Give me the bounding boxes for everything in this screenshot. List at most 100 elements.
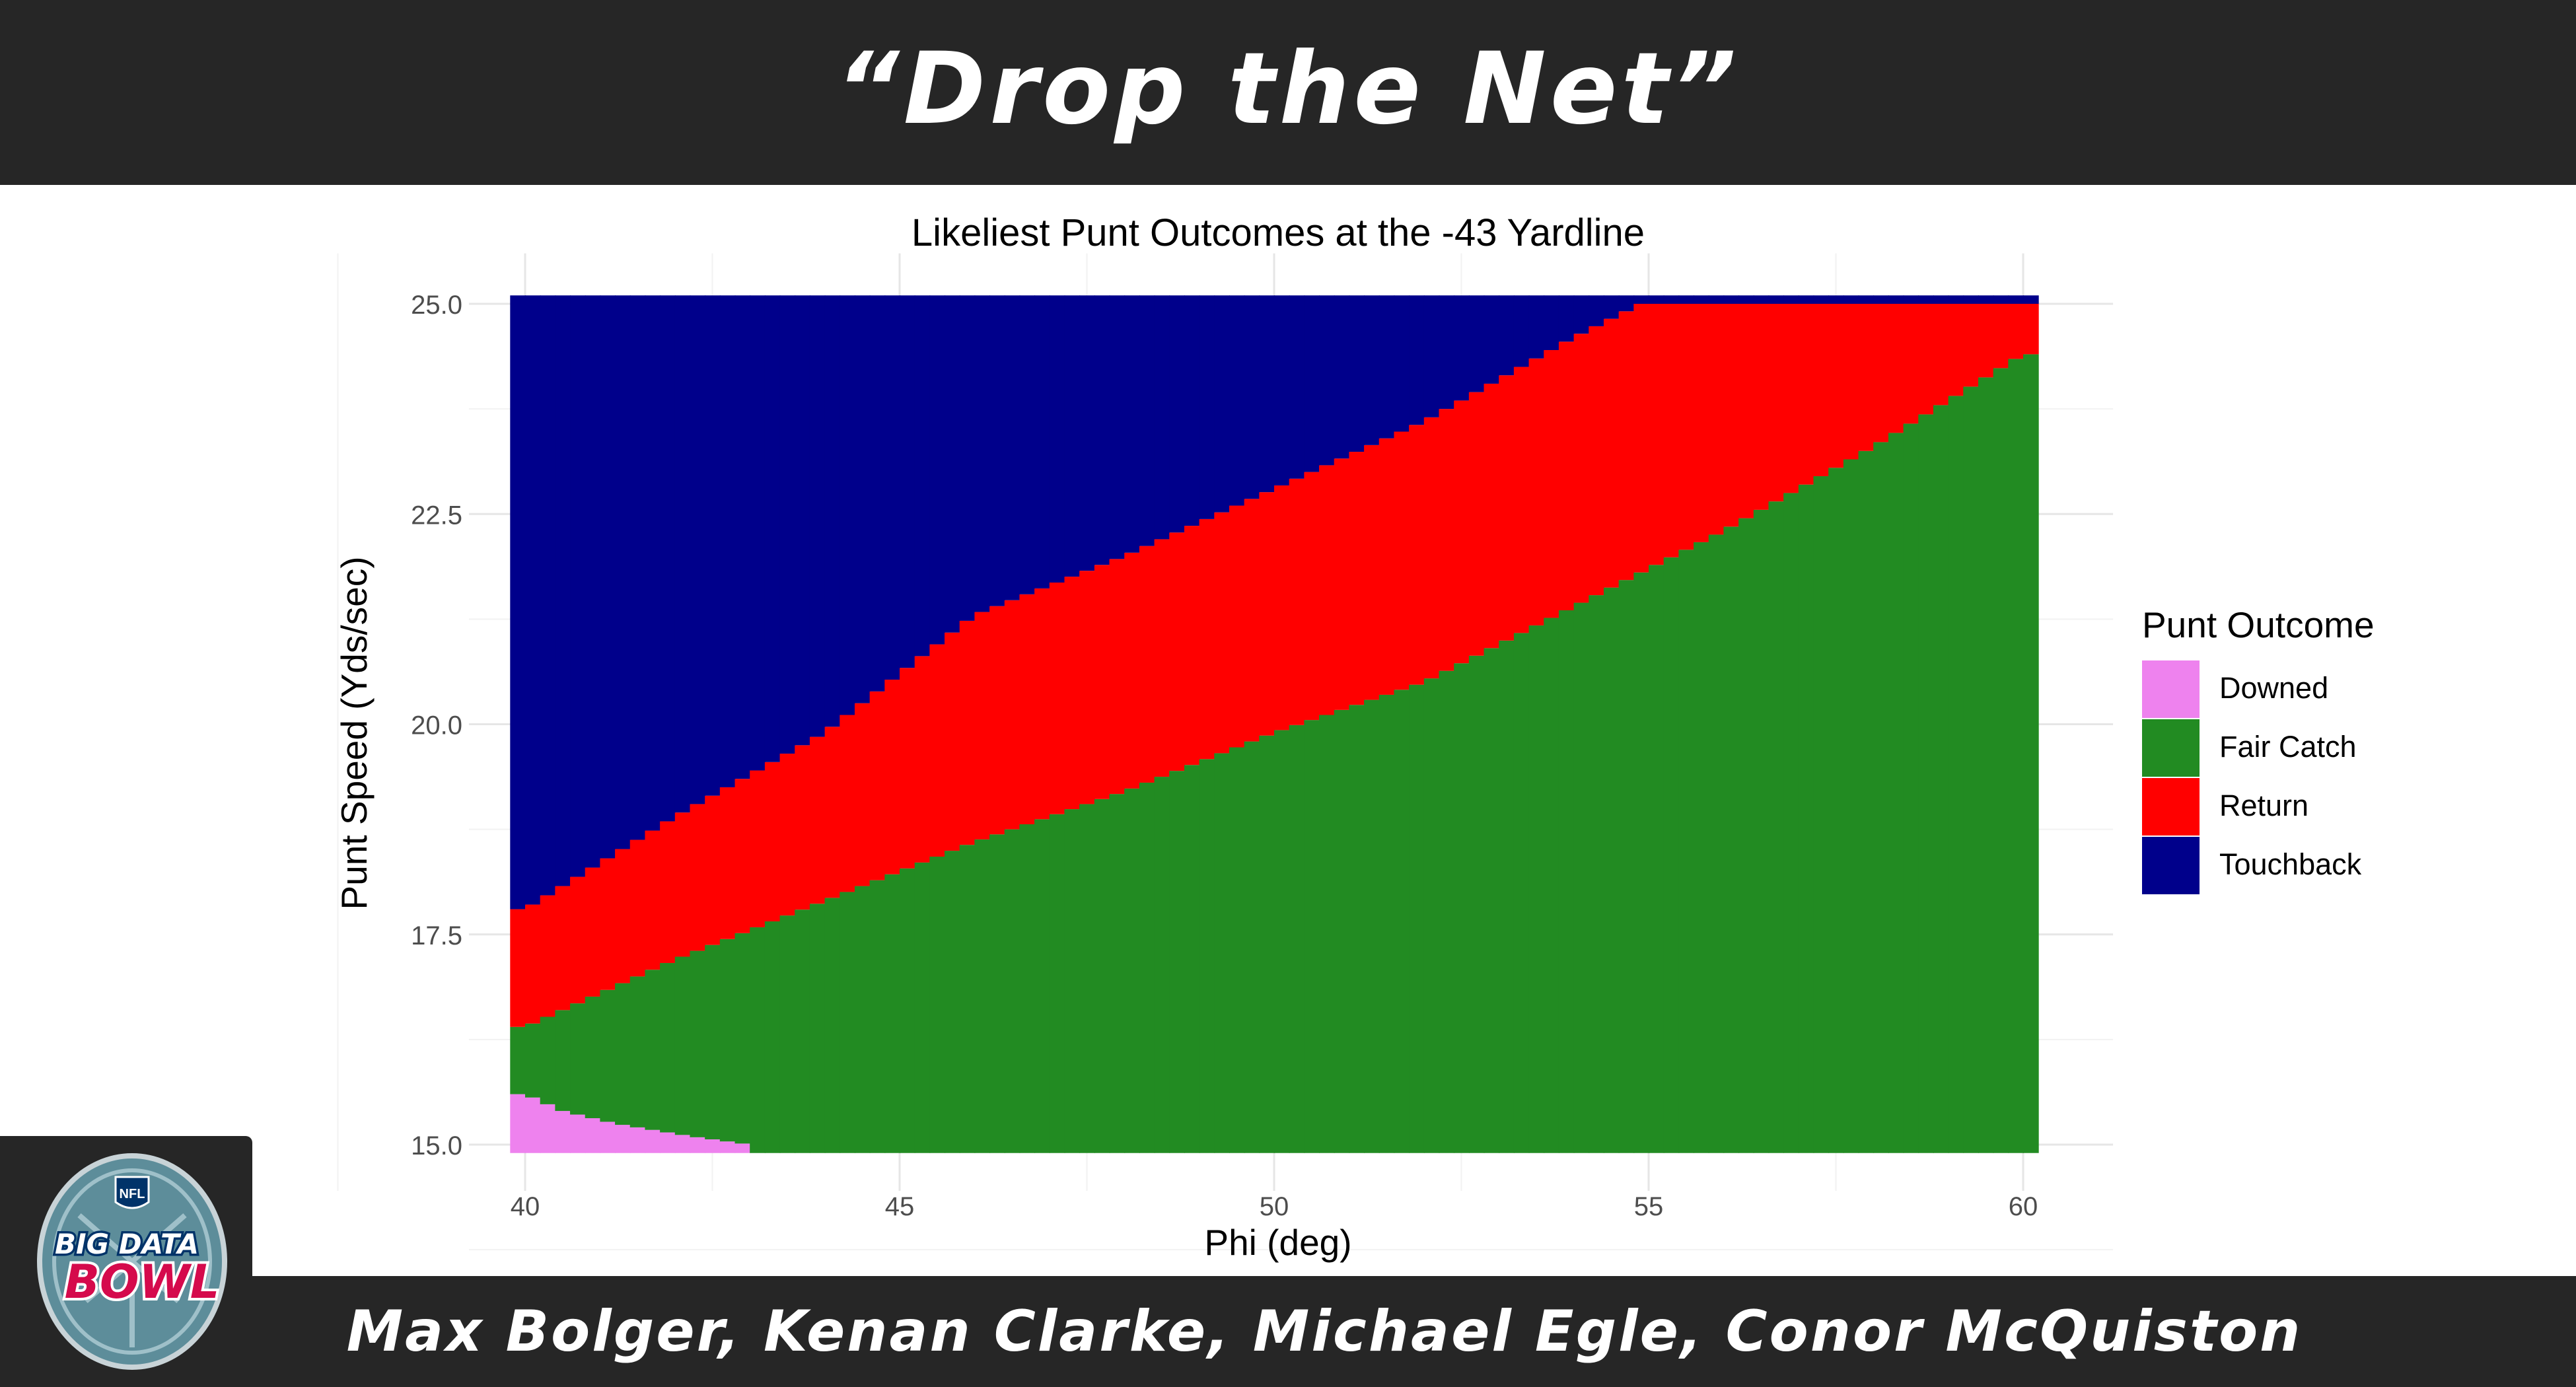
heatmap-cell [1468,392,1485,656]
heatmap-cell [900,295,915,668]
heatmap-cell [1888,433,1904,1153]
heatmap-cell [674,812,691,957]
heatmap-cell [2023,295,2039,304]
heatmap-cell [795,909,810,1153]
heatmap-cell [974,612,991,839]
heatmap-cell [900,668,915,869]
heatmap-cell [1843,304,1859,460]
heatmap-cell [1154,777,1170,1153]
heatmap-cell [570,1114,586,1153]
heatmap-cell [1723,304,1740,527]
heatmap-cell [600,295,616,859]
heatmap-cell [1049,582,1065,814]
heatmap-cell [1708,304,1725,535]
heatmap-cell [510,1094,526,1153]
heatmap-cell [705,1139,721,1153]
heatmap-cell [1678,295,1695,304]
heatmap-cell [1858,304,1875,451]
heatmap-cell [1184,526,1200,765]
x-tick-label: 45 [885,1192,915,1221]
heatmap-cell [1828,468,1844,1153]
heatmap-cell [719,295,736,787]
heatmap-cell [884,680,900,874]
legend-label: Return [2219,789,2308,822]
heatmap-cell [1618,580,1635,1153]
logo-line2: BOWL [65,1255,220,1309]
heatmap-cell [660,1132,676,1153]
heatmap-cell [674,956,691,1135]
heatmap-cell [1618,311,1635,581]
authors-banner: Max Bolger, Kenan Clarke, Michael Egle, … [0,1276,2576,1387]
heatmap-cell [914,862,931,1153]
heatmap-cell [1334,295,1350,459]
heatmap-cell [1274,730,1290,1153]
heatmap-cell [809,295,826,737]
heatmap-cell [615,295,631,849]
heatmap-cell [809,736,826,904]
legend-swatch [2142,660,2200,718]
heatmap-cell [1948,304,1964,396]
heatmap-cell [974,295,991,612]
legend-title: Punt Outcome [2142,604,2375,645]
heatmap-cell [690,1137,706,1153]
heatmap-cell [1334,709,1350,1153]
heatmap-cell [1738,518,1754,1153]
heatmap-cell [945,295,960,633]
heatmap-cell [1813,295,1830,304]
heatmap-cell [2023,354,2039,1153]
y-tick-label: 20.0 [411,711,462,740]
heatmap-cell [795,745,810,910]
heatmap-cell [690,950,706,1137]
heatmap-cell [1004,295,1020,600]
heatmap-cell [719,939,736,1142]
heatmap-cell [690,804,706,951]
heatmap-cell [1378,438,1395,695]
heatmap-cell [1409,684,1425,1153]
heatmap-cell [1528,625,1545,1153]
heatmap-cell [1633,304,1649,573]
heatmap-cell [1409,425,1425,685]
heatmap-cell [750,770,766,927]
x-tick-label: 55 [1634,1192,1664,1221]
heatmap-cell [1753,295,1770,304]
heatmap-cell [929,856,946,1153]
heatmap-cell [1993,368,2009,1153]
big-data-bowl-logo: NFL BIG DATA BOWL [37,1153,227,1370]
logo-line1: BIG DATA [55,1228,199,1260]
legend-label: Touchback [2219,847,2362,881]
heatmap-cell [2008,295,2024,304]
heatmap-cell [1603,587,1620,1153]
heatmap-cell [1858,450,1875,1153]
heatmap-cell [1199,518,1215,760]
heatmap-cell [914,656,931,863]
heatmap-cell [1573,602,1590,1153]
heatmap-cell [645,295,661,831]
heatmap-cell [1394,690,1410,1153]
heatmap-cell [1753,304,1770,510]
nfl-shield-icon: NFL [114,1176,150,1209]
heatmap-cell [1513,367,1530,633]
heatmap-cell [1903,304,1919,424]
heatmap-cell [645,830,661,970]
legend-label: Fair Catch [2219,730,2357,764]
heatmap-cell [734,1143,751,1153]
heatmap-cell [1589,326,1604,596]
heatmap-cell [854,295,871,703]
heatmap-cell [1319,715,1335,1153]
legend: Punt Outcome Downed Fair Catch Return Touch… [2142,604,2375,894]
banner-authors: Max Bolger, Kenan Clarke, Michael Egle, … [346,1298,2303,1365]
heatmap-cell [674,1135,691,1153]
heatmap-cell [1768,304,1785,502]
heatmap-cell [1694,542,1709,1153]
legend-label: Downed [2219,671,2328,705]
heatmap-cell [2008,359,2024,1153]
heatmap-cell [1573,334,1590,603]
heatmap-cell [1978,377,1994,1153]
heatmap-cell [1903,295,1919,304]
heatmap-cell [869,691,886,880]
heatmap-cell [809,904,826,1153]
heatmap-cell [719,787,736,939]
heatmap-cell [705,295,721,796]
heatmap-cell [1304,295,1320,472]
heatmap-cell [1678,304,1695,550]
